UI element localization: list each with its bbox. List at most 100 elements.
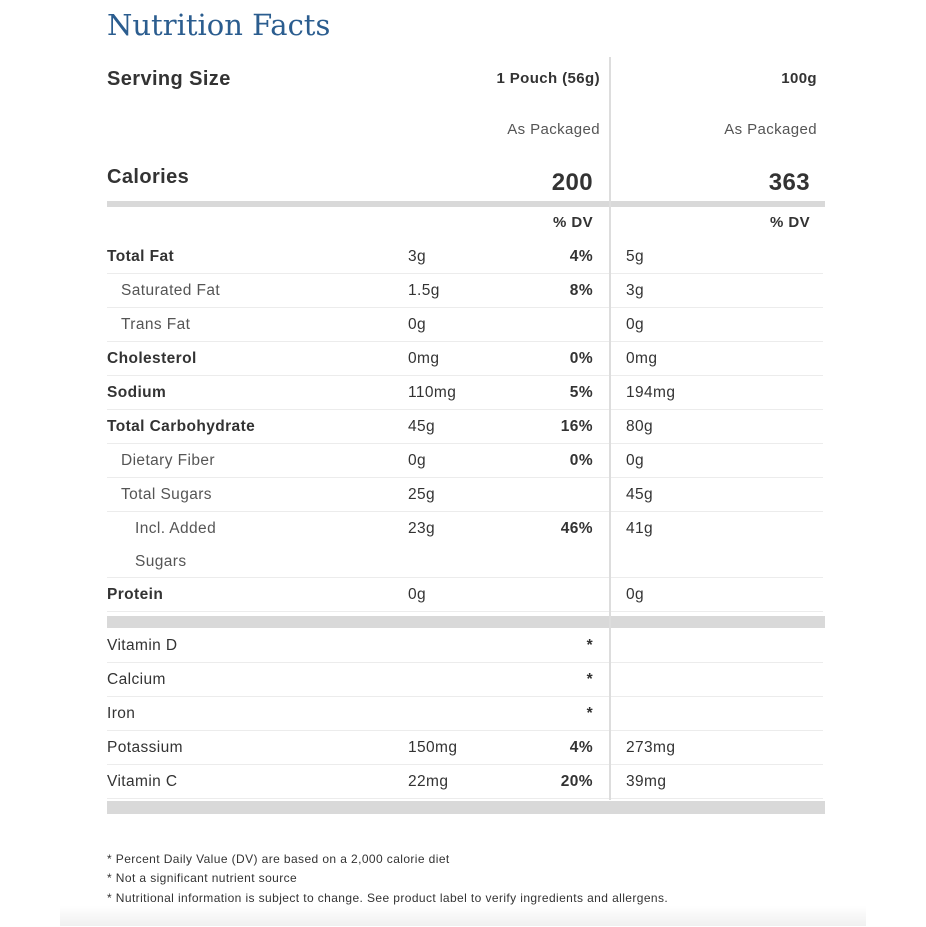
title: Nutrition Facts <box>107 8 331 42</box>
amount-100g: 41g <box>626 520 654 537</box>
daily-value: 4% <box>569 248 593 265</box>
calories-col2: 363 <box>768 169 810 196</box>
name-cell: Total Carbohydrate <box>107 402 408 443</box>
footnote: * Not a significant nutrient source <box>107 871 298 886</box>
amount-100g: 194mg <box>626 384 676 401</box>
name-cell: Trans Fat <box>107 300 408 341</box>
amount: 0g <box>408 586 427 603</box>
daily-value: * <box>586 705 593 722</box>
nutrient-name: Calcium <box>107 671 166 688</box>
amount <box>408 621 558 629</box>
amount-100g: 45g <box>626 486 654 503</box>
amount-100g: 3g <box>626 282 645 299</box>
amount <box>408 655 558 663</box>
name-cell: Total Sugars <box>107 470 408 511</box>
nutrient-row: Calcium * <box>107 663 823 697</box>
amount <box>408 689 558 697</box>
separator <box>107 616 825 628</box>
daily-value: 16% <box>560 418 593 435</box>
name-cell: Cholesterol <box>107 334 408 375</box>
name-cell: Iron <box>107 689 408 730</box>
nutrient-name: Vitamin D <box>107 637 178 654</box>
nutrient-row: Saturated Fat 1.5g 8% 3g <box>107 274 823 308</box>
name-cell: Saturated Fat <box>107 266 408 307</box>
name-cell: Potassium <box>107 723 408 764</box>
amount: 25g <box>408 486 436 503</box>
name-cell: Vitamin D <box>107 621 408 662</box>
amount: 0g <box>408 452 427 469</box>
nutrient-table: Total Fat 3g 4% 5g Saturated Fat 1.5g 8% 3g Tran… <box>107 240 823 612</box>
amount: 23g <box>408 520 436 537</box>
daily-value: 20% <box>560 773 593 790</box>
amount-100g: 80g <box>626 418 654 435</box>
nutrient-row: Potassium 150mg 4% 273mg <box>107 731 823 765</box>
separator <box>107 201 825 207</box>
daily-value: 5% <box>569 384 593 401</box>
nutrient-name: Iron <box>107 705 136 722</box>
nutrient-row: Vitamin D * <box>107 629 823 663</box>
packaged-note: As Packaged <box>507 121 600 138</box>
daily-value: 0% <box>569 452 593 469</box>
nutrient-name: Potassium <box>107 739 183 756</box>
amount: 150mg <box>408 739 458 756</box>
daily-value: 0% <box>569 350 593 367</box>
separator <box>107 801 825 814</box>
nutrient-name: Total Sugars <box>121 486 212 503</box>
daily-value: * <box>586 637 593 654</box>
serving-col1: 1 Pouch (56g) <box>496 70 600 87</box>
nutrient-row: Incl. Added Sugars 23g 46% 41g <box>107 512 823 578</box>
vitamin-table: Vitamin D * Calcium * Iron * Potassium 150mg 4% 2… <box>107 629 823 799</box>
amount-100g: 0mg <box>626 350 658 367</box>
nutrient-name: Cholesterol <box>107 350 197 367</box>
name-cell: Protein <box>107 570 408 611</box>
nutrient-row: Total Carbohydrate 45g 16% 80g <box>107 410 823 444</box>
nutrient-row: Total Sugars 25g 45g <box>107 478 823 512</box>
nutrient-name: Saturated Fat <box>121 282 221 299</box>
daily-value: * <box>586 671 593 688</box>
dv-header: % DV <box>770 214 810 231</box>
nutrient-row: Iron * <box>107 697 823 731</box>
name-cell: Sodium <box>107 368 408 409</box>
nutrient-row: Trans Fat 0g 0g <box>107 308 823 342</box>
serving-col2: 100g <box>781 70 817 87</box>
amount-100g: 0g <box>626 586 645 603</box>
amount: 0g <box>408 316 427 333</box>
packaged-note: As Packaged <box>724 121 817 138</box>
amount: 45g <box>408 418 436 435</box>
nutrient-name: Vitamin C <box>107 773 178 790</box>
nutrient-name: Sodium <box>107 384 167 401</box>
name-cell: Incl. Added Sugars <box>107 504 408 578</box>
nutrient-name: Dietary Fiber <box>121 452 215 469</box>
amount-100g: 39mg <box>626 773 667 790</box>
nutrient-row: Total Fat 3g 4% 5g <box>107 240 823 274</box>
nutrient-name: Protein <box>107 586 164 603</box>
amount-100g: 0g <box>626 452 645 469</box>
nutrient-name: Total Fat <box>107 248 175 265</box>
daily-value <box>558 470 593 478</box>
amount-100g: 273mg <box>626 739 676 756</box>
nutrient-row: Sodium 110mg 5% 194mg <box>107 376 823 410</box>
name-cell: Dietary Fiber <box>107 436 408 477</box>
nutrient-name: Incl. Added Sugars <box>135 520 217 570</box>
fade <box>60 906 866 926</box>
daily-value <box>558 300 593 308</box>
column-divider <box>609 57 611 800</box>
footnote: * Percent Daily Value (DV) are based on … <box>107 852 450 866</box>
footnote: * Nutritional information is subject to … <box>107 890 669 905</box>
calories-col1: 200 <box>551 169 593 196</box>
amount-100g: 5g <box>626 248 645 265</box>
daily-value: 46% <box>560 520 593 537</box>
amount: 110mg <box>408 384 457 401</box>
amount-100g: 0g <box>626 316 645 333</box>
daily-value <box>558 570 593 578</box>
amount: 1.5g <box>408 282 440 299</box>
daily-value: 4% <box>569 739 593 756</box>
nutrient-row: Protein 0g 0g <box>107 578 823 612</box>
daily-value: 8% <box>569 282 593 299</box>
name-cell: Total Fat <box>107 232 408 273</box>
amount: 0mg <box>408 350 440 367</box>
name-cell: Calcium <box>107 655 408 696</box>
nutrient-name: Trans Fat <box>121 316 191 333</box>
amount: 22mg <box>408 773 449 790</box>
